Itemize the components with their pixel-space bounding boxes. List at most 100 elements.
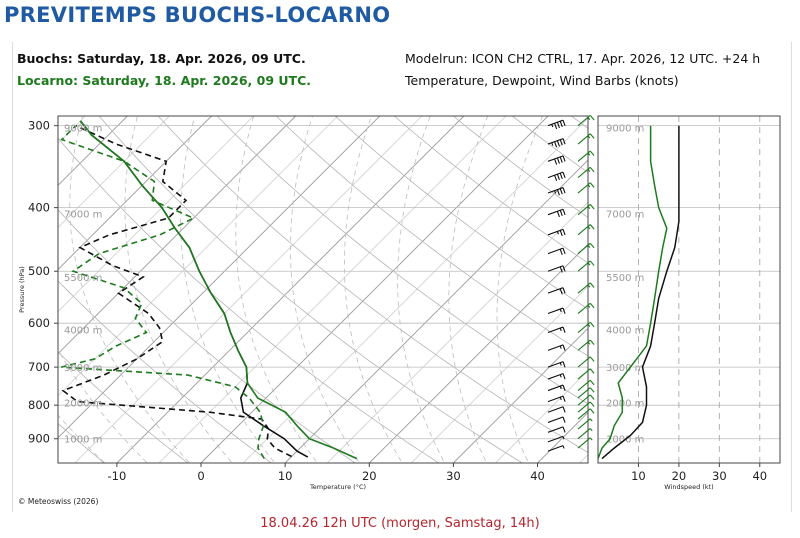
wind-barb-feather: [556, 189, 560, 196]
wind-barb-feather: [562, 326, 566, 333]
wind-barb: [577, 133, 595, 145]
buochs-windspeed-line: [601, 125, 680, 460]
moist-adiabat-line: [180, 116, 276, 463]
wind-barb-feather: [554, 141, 558, 148]
locarno-temperature-line: [79, 120, 358, 460]
wind-barb: [577, 428, 593, 440]
wind-barb-half-feather: [559, 362, 562, 366]
wind-barb-staff: [577, 401, 591, 413]
wind-barb-staff: [547, 287, 564, 294]
wind-barb-staff: [547, 395, 564, 403]
wind-barb-staff: [547, 445, 564, 452]
wind-barb-half-feather: [562, 436, 565, 440]
height-label: 4000 m: [64, 325, 102, 336]
wind-barb-feather: [589, 133, 595, 139]
wind-barb-feather: [589, 150, 595, 156]
wind-barb-feather: [559, 288, 563, 295]
wind-barb-staff: [577, 437, 591, 449]
wind-barb-feather: [562, 395, 566, 402]
wind-barb-feather: [559, 210, 563, 217]
wind-barb-staff: [547, 228, 564, 236]
isotherm-line: [58, 116, 296, 355]
isotherm-line: [74, 116, 423, 463]
wind-barb-feather: [589, 260, 595, 266]
wind-barb-feather: [562, 229, 566, 236]
wind-barb-feather: [562, 406, 566, 413]
wind-height-label: 3000 m: [606, 363, 644, 374]
windspeed-plot-area: [598, 116, 780, 463]
wind-barb-staff: [547, 373, 564, 380]
wind-barb-feather: [556, 174, 560, 181]
wind-barb-feather: [554, 158, 558, 165]
wind-barb-feather: [554, 175, 558, 182]
chart-panel: [12, 42, 792, 512]
variables-label: Temperature, Dewpoint, Wind Barbs (knots…: [405, 73, 679, 88]
wind-barb-feather: [589, 394, 595, 400]
isotherm-line: [58, 116, 381, 439]
wind-barb-staff: [547, 361, 564, 368]
wind-barb-staff: [547, 119, 564, 127]
wind-barb-feather: [562, 384, 566, 391]
dry-adiabat-line: [58, 422, 105, 463]
wind-barb-staff: [547, 155, 564, 162]
x-axis-title: Temperature (°C): [309, 483, 366, 491]
wind-barb: [547, 373, 566, 380]
wind-barb: [577, 166, 595, 179]
wind-barb: [547, 265, 566, 273]
wind-barb-feather: [562, 361, 566, 368]
dry-adiabat-line: [58, 137, 439, 463]
wind-barb-staff: [577, 368, 591, 380]
wind-barb-half-feather: [589, 428, 593, 432]
wind-barb-feather: [556, 122, 560, 129]
wind-barb-staff: [547, 326, 564, 334]
moist-adiabat-line: [344, 116, 403, 463]
wind-barb: [547, 416, 566, 423]
wind-barb-half-feather: [587, 205, 591, 209]
wind-barb-half-feather: [587, 184, 591, 188]
wind-barb: [577, 339, 595, 351]
wind-barb-feather: [589, 242, 595, 249]
wind-barb-feather: [589, 224, 595, 230]
wind-barb-half-feather: [587, 152, 591, 156]
wind-height-label: 7000 m: [606, 209, 644, 220]
isotherm-line: [242, 117, 588, 463]
height-label: 2000 m: [64, 398, 102, 409]
wind-barb-feather: [562, 138, 566, 145]
wind-barb-staff: [577, 428, 591, 440]
wind-barb-feather: [589, 321, 595, 328]
wind-barb: [577, 387, 595, 399]
wind-barb-feather: [589, 401, 595, 407]
skewt-frame: [57, 115, 589, 464]
model-run-label: Modelrun: ICON CH2 CTRL, 17. Apr. 2026, …: [405, 51, 761, 66]
forecast-time-label: 18.04.26 12h UTC (morgen, Samstag, 14h): [260, 516, 540, 531]
wind-barb-feather: [562, 426, 566, 433]
wind-x-tick-label: 20: [672, 469, 687, 483]
wind-barb-feather: [562, 307, 566, 314]
wind-barb: [547, 307, 566, 315]
wind-barb: [547, 384, 566, 392]
wind-barb-feather: [562, 265, 566, 272]
wind-barb: [577, 401, 595, 413]
wind-barb-feather: [589, 204, 595, 210]
dry-adiabat-line: [58, 280, 272, 463]
wind-barb-half-feather: [587, 341, 591, 345]
wind-barb-half-feather: [587, 135, 591, 139]
wind-x-tick-label: 10: [631, 469, 646, 483]
wind-barb: [547, 445, 565, 452]
isotherm-line: [453, 327, 588, 463]
wind-barb: [577, 368, 595, 380]
wind-barb: [577, 260, 595, 272]
isotherm-line: [58, 116, 212, 271]
isotherm-line: [200, 116, 549, 463]
wind-barb-feather: [559, 266, 563, 273]
wind-barb: [547, 119, 566, 130]
wind-barb-staff: [577, 387, 591, 399]
isotherm-line: [58, 116, 128, 187]
y-tick-label: 300: [28, 119, 50, 133]
wind-barb: [577, 356, 595, 368]
wind-barb-half-feather: [559, 308, 562, 313]
moist-adiabat-line: [69, 116, 191, 463]
wind-barb-feather: [562, 171, 566, 178]
wind-barb-half-feather: [556, 231, 559, 235]
